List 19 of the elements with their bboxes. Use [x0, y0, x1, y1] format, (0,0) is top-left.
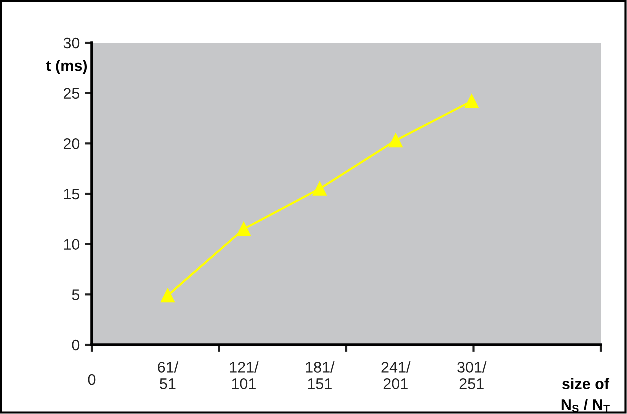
text: 0	[88, 374, 96, 386]
y-tick-label: 5	[72, 290, 80, 300]
x-tick-label: 181/ 151	[306, 362, 335, 390]
x-tick-label: 301/ 251	[458, 362, 487, 390]
y-tick-label: 0	[72, 340, 80, 351]
x-tick-label: 121/ 101	[230, 362, 259, 390]
x-tick-label: 241/ 201	[382, 362, 411, 390]
point	[464, 94, 479, 108]
point	[236, 222, 251, 236]
point	[388, 134, 403, 148]
y-tick-label: 15	[64, 189, 80, 200]
point	[312, 182, 327, 196]
y-tick-label: 20	[64, 138, 80, 150]
y-tick-label: 10	[64, 239, 80, 250]
point	[161, 288, 175, 303]
y-tick-label: 25	[64, 88, 80, 100]
y-axis-title: t (ms)	[46, 60, 88, 74]
x-tick-label: 61/ 51	[158, 362, 179, 390]
y-tick-label: 30	[64, 38, 80, 49]
